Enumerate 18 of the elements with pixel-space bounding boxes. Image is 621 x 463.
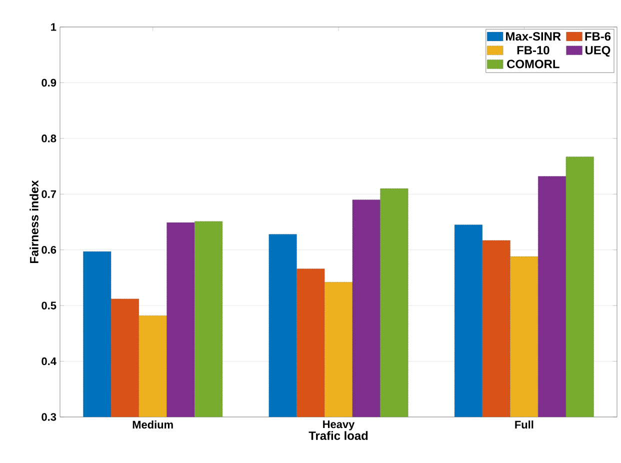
y-axis-title: Fairness index (30, 180, 38, 264)
x-axis-title: Trafic load (308, 431, 368, 440)
y-tick-label: 0.4 (42, 357, 56, 366)
x-tick-label: Full (515, 420, 534, 429)
legend-label: FB-6 (585, 32, 611, 41)
y-tick-label: 0.8 (42, 134, 56, 142)
legend-label: Max-SINR (506, 32, 561, 41)
y-tick-label: 0.3 (42, 413, 56, 421)
legend-label: FB-10 (517, 46, 550, 54)
legend-label: UEQ (586, 46, 610, 57)
y-tick-label: 0.5 (42, 302, 56, 310)
y-tick-label: 0.7 (42, 190, 56, 198)
y-tick-label: 1 (51, 23, 56, 31)
y-tick-label: 0.9 (42, 78, 56, 87)
x-tick-label: Medium (132, 420, 173, 429)
y-tick-label: 0.6 (42, 246, 56, 254)
legend-label: COMORL (507, 60, 560, 68)
x-tick-label: Heavy (323, 420, 355, 430)
